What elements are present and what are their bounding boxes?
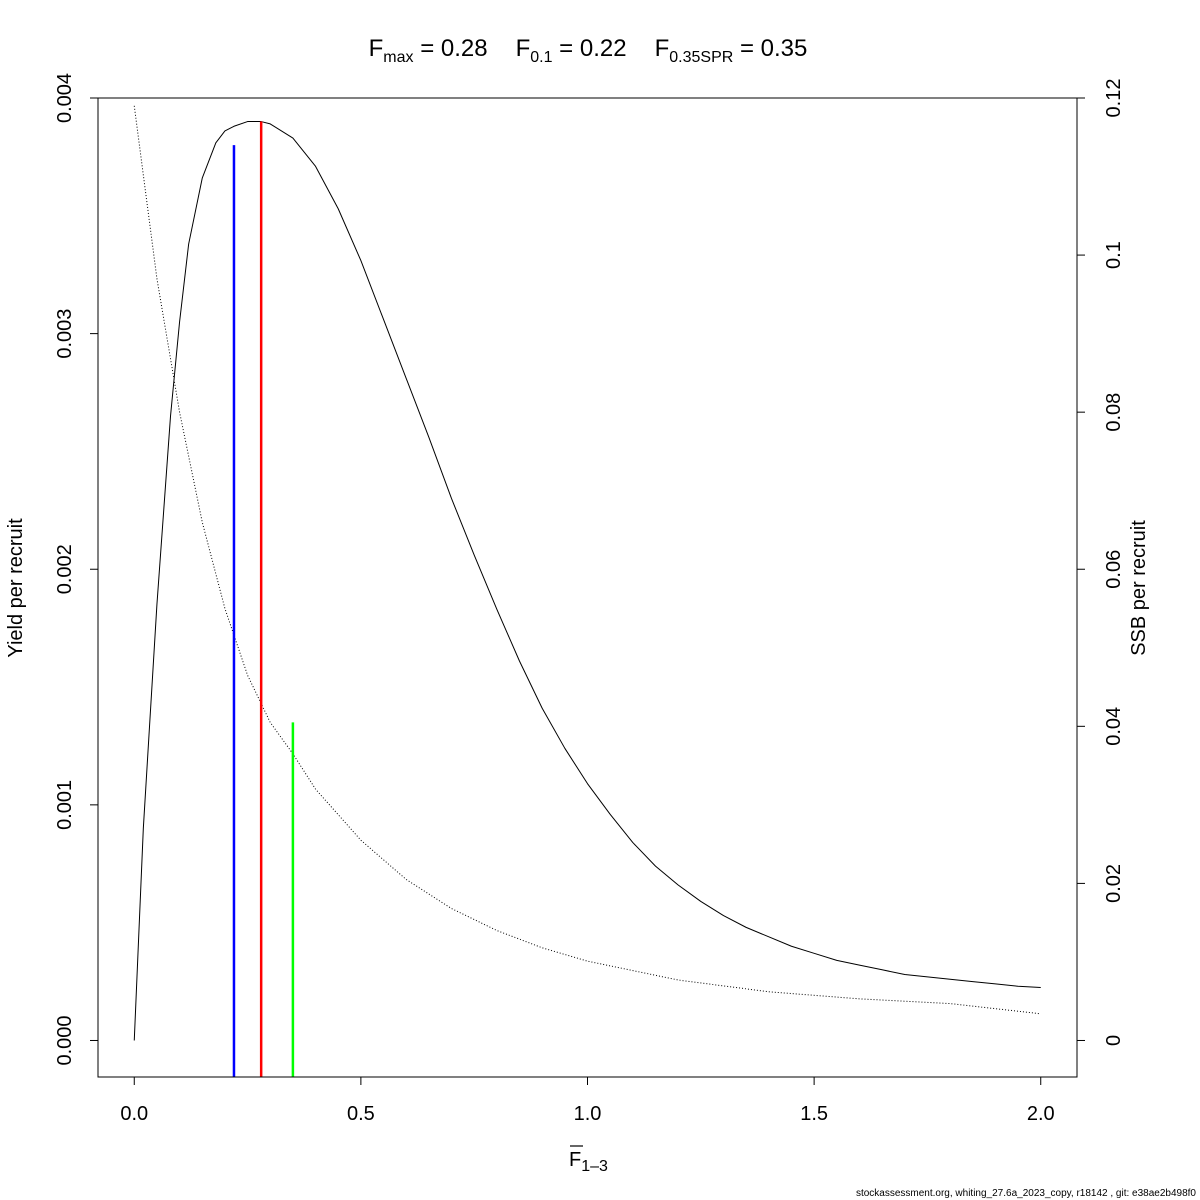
- x-tick-label: 1.5: [800, 1103, 828, 1125]
- footer-credit: stockassessment.org, whiting_27.6a_2023_…: [856, 1188, 1196, 1199]
- chart-title: Fmax = 0.28 F0.1 = 0.22 F0.35SPR = 0.35: [369, 35, 808, 66]
- y-right-tick-label: 0.12: [1103, 79, 1125, 118]
- y-right-tick-label: 0.06: [1103, 550, 1125, 589]
- x-tick-label: 1.0: [574, 1103, 602, 1125]
- svg-text:F1–3: F1–3: [569, 1149, 608, 1175]
- y-right-tick-label: 0.08: [1103, 393, 1125, 432]
- y-left-tick-label: 0.003: [54, 309, 76, 359]
- y-left-tick-label: 0.000: [54, 1015, 76, 1065]
- plot-content: [133, 105, 1041, 1077]
- x-tick-label: 0.5: [347, 1103, 375, 1125]
- y-left-axis-title: Yield per recruit: [5, 518, 27, 658]
- y-left-tick-label: 0.002: [54, 544, 76, 594]
- y-left-axis: 0.000 0.001 0.002 0.003 0.004: [54, 73, 99, 1066]
- y-right-axis: 0 0.02 0.04 0.06 0.08 0.1 0.12: [1076, 79, 1125, 1046]
- plot-frame: [97, 97, 1078, 1078]
- x-axis: 0.0 0.5 1.0 1.5 2.0: [120, 1076, 1055, 1125]
- x-axis-title: F1–3: [569, 1145, 608, 1175]
- x-tick-label: 0.0: [120, 1103, 148, 1125]
- y-right-tick-label: 0: [1103, 1035, 1125, 1046]
- y-left-tick-label: 0.004: [54, 73, 76, 123]
- y-right-tick-label: 0.04: [1103, 707, 1125, 746]
- y-right-tick-label: 0.1: [1103, 241, 1125, 269]
- y-right-tick-label: 0.02: [1103, 864, 1125, 903]
- y-left-tick-label: 0.001: [54, 780, 76, 830]
- ssb-per-recruit-line: [133, 105, 1041, 1015]
- x-tick-label: 2.0: [1027, 1103, 1055, 1125]
- yield-per-recruit-line: [133, 121, 1041, 1041]
- y-right-axis-title: SSB per recruit: [1128, 520, 1150, 656]
